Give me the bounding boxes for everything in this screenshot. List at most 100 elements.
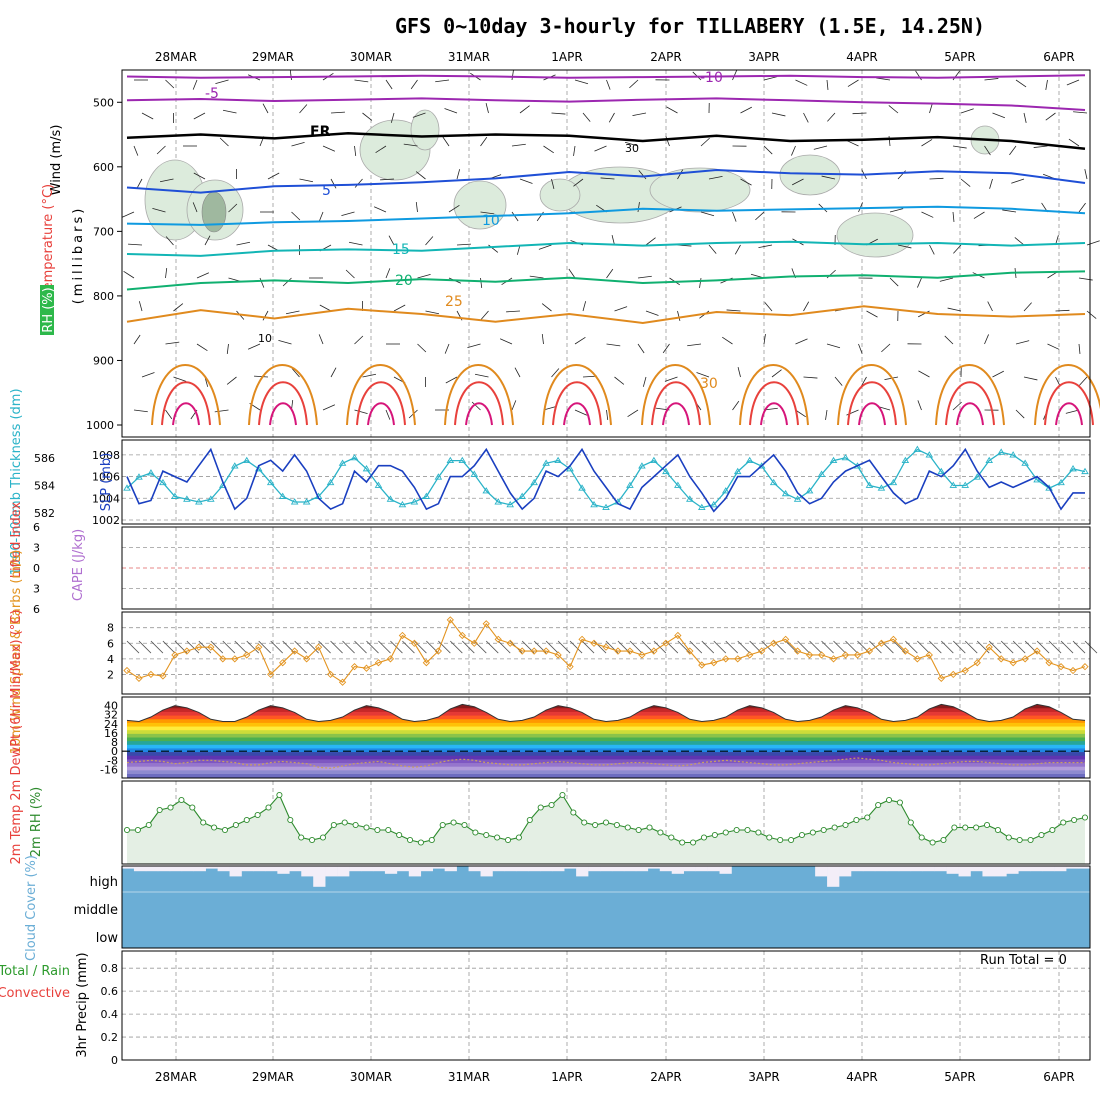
date-label-top: 30MAR	[350, 50, 392, 64]
rh-marker	[853, 816, 860, 824]
thickness-marker	[865, 481, 874, 488]
rh-marker	[363, 824, 370, 831]
wind-barb	[992, 370, 1005, 378]
cloud-high-gap	[659, 866, 673, 872]
wind-barb	[889, 277, 899, 287]
wind-barb	[637, 275, 652, 279]
wind-barb	[1073, 111, 1088, 114]
cloud-high-gap	[492, 866, 505, 872]
cloud-high-gap	[313, 866, 326, 887]
wind-barb	[803, 376, 818, 379]
wind-barb	[551, 178, 555, 189]
wind-barb	[388, 235, 395, 246]
thickness-marker	[626, 481, 634, 488]
panel-frame	[121, 439, 1091, 525]
wind-barb-10m	[737, 640, 751, 654]
wind-barb	[348, 241, 363, 246]
slp-tick-label: 1006	[92, 471, 120, 484]
wind-barb	[771, 112, 786, 117]
wind-barb	[165, 267, 168, 279]
rh-marker	[472, 829, 479, 836]
wind-barb	[795, 409, 806, 418]
date-label-top: 1APR	[551, 50, 582, 64]
rh-marker	[254, 811, 261, 819]
rh-marker	[276, 791, 283, 799]
rh-marker	[624, 824, 631, 831]
wind-barb	[582, 112, 591, 122]
wind-speed-marker	[650, 647, 658, 655]
wind-speed-marker	[291, 647, 299, 655]
rh-marker	[341, 819, 348, 826]
rh-marker	[243, 816, 250, 824]
isotherm-30-lobe	[151, 364, 221, 426]
isotherm-40-lobe	[563, 402, 591, 426]
wind-barb	[345, 269, 355, 279]
rh-marker	[940, 836, 947, 844]
cloud-high-gap	[217, 866, 230, 872]
date-label-top: 29MAR	[252, 50, 294, 64]
date-label-bottom: 3APR	[748, 1070, 779, 1084]
rh-marker	[1005, 834, 1012, 841]
wind-speed-marker	[853, 651, 862, 659]
rh-shade	[539, 178, 581, 212]
date-label-top: 31MAR	[448, 50, 490, 64]
thickness-marker	[350, 453, 359, 461]
wind-barb	[415, 171, 426, 180]
thickness-tick-label: 582	[34, 507, 55, 520]
rh-marker	[788, 836, 795, 844]
wind-barb-10m	[1024, 640, 1038, 654]
cloud-high-gap	[874, 866, 888, 872]
wind-barb	[516, 244, 521, 255]
wind-barb	[165, 341, 180, 345]
wind-barb-10m	[222, 640, 236, 654]
wind-barb	[1014, 237, 1025, 246]
wind-speed-marker	[410, 639, 419, 647]
isotherm-35-lobe	[651, 381, 701, 426]
slp-tick-label: 1008	[92, 449, 120, 462]
thickness-marker	[709, 500, 718, 508]
wind-barb	[763, 145, 773, 155]
wind-barb	[952, 70, 960, 81]
wind-barb	[541, 303, 552, 312]
cloud-level-label: middle	[74, 903, 118, 918]
wind-barb	[1066, 79, 1080, 86]
wind-barb	[173, 303, 184, 312]
wind-barb	[1078, 343, 1081, 355]
thickness-marker	[961, 481, 970, 488]
temp-axis-label: 2m Temp 2m DewPt (6hr Min/Max) (°C)	[9, 610, 24, 865]
thickness-marker	[913, 445, 922, 452]
cloud-high-gap	[157, 866, 171, 872]
wind-barb	[1023, 376, 1038, 381]
wind-barb	[1086, 310, 1097, 319]
wind-barb	[415, 201, 418, 213]
wind-barb	[1011, 178, 1025, 184]
rh-marker	[809, 829, 816, 836]
thickness-marker	[638, 462, 646, 469]
rh-marker	[896, 799, 903, 806]
wind-speed-marker	[506, 639, 514, 647]
temp-band	[127, 755, 1085, 760]
wind-barb	[992, 112, 1006, 119]
rh-marker	[570, 809, 577, 816]
isotherm-40-lobe	[858, 402, 886, 426]
rh-marker	[1049, 826, 1056, 834]
wind-barb	[152, 208, 166, 213]
wind-barb	[291, 142, 305, 147]
contour-label: 10	[482, 213, 500, 229]
wind-barb	[791, 145, 796, 156]
wind-barb	[330, 111, 345, 114]
isotherm-40-lobe	[662, 402, 690, 426]
wind-barb	[319, 304, 332, 312]
wind-barb	[247, 343, 261, 350]
isotherm-35-lobe	[552, 381, 602, 426]
wind-barb	[687, 343, 702, 347]
temp-tick-label: 32	[104, 709, 118, 722]
isotherm--5	[126, 97, 1086, 111]
wind-barb-10m	[402, 640, 415, 654]
wind-barb	[485, 103, 489, 114]
wind-speed-marker	[135, 674, 143, 682]
wind-barb	[1009, 145, 1017, 156]
rh-marker	[309, 836, 316, 844]
wind-speed-marker	[338, 678, 347, 686]
wind-barb	[226, 343, 229, 355]
